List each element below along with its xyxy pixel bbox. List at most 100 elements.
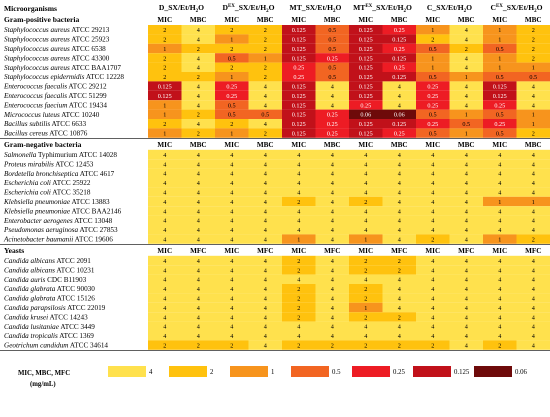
heat-cell bbox=[416, 90, 450, 101]
heat-cell bbox=[181, 215, 215, 225]
table-row: Escherichia coli ATCC 25922 4 4 4 4 4 4 4 4 4 4 4 4 bbox=[3, 178, 550, 188]
heat-cell bbox=[248, 128, 282, 138]
heat-cell bbox=[181, 312, 215, 322]
measure-label: MIC bbox=[358, 16, 373, 24]
cell-value: 1 bbox=[431, 65, 434, 72]
cell-value: 4 bbox=[230, 296, 233, 303]
organism-label: Enterococcus faecalis ATCC 29212 bbox=[3, 83, 107, 91]
cell-value: 4 bbox=[398, 190, 401, 197]
cell-value: 0.25 bbox=[293, 74, 304, 81]
heat-cell bbox=[483, 178, 517, 188]
measure-label: MBC bbox=[458, 16, 475, 24]
cell-value: 4 bbox=[163, 305, 166, 312]
cell-value: 0.25 bbox=[394, 27, 405, 34]
legend-label: 0.25 bbox=[393, 369, 405, 376]
cell-value: 1 bbox=[163, 46, 166, 53]
cell-value: 4 bbox=[398, 93, 401, 100]
heat-cell bbox=[282, 72, 316, 82]
heat-cell bbox=[215, 293, 249, 303]
cell-value: 4 bbox=[364, 227, 367, 234]
compound-header: MTEX_SX/Et/H2O bbox=[353, 3, 412, 14]
cell-value: 4 bbox=[197, 305, 200, 312]
heatmap-body: Gram-positive bacteria MIC MBC MIC MBC MIC MBC… bbox=[0, 15, 550, 351]
heat-cell bbox=[449, 331, 483, 341]
cell-value: 2 bbox=[532, 237, 535, 244]
organism-label: Staphylococcus aureus ATCC 43300 bbox=[4, 54, 110, 62]
measure-label: MBC bbox=[324, 141, 341, 149]
heat-cell bbox=[248, 62, 282, 72]
heat-cell bbox=[483, 196, 517, 207]
cell-value: 4 bbox=[532, 171, 535, 178]
legend-swatch bbox=[413, 366, 451, 377]
heat-cell bbox=[516, 234, 550, 244]
heat-cell bbox=[483, 53, 517, 63]
heat-cell bbox=[382, 168, 416, 178]
cell-value: 0.125 bbox=[359, 65, 373, 72]
heat-cell bbox=[248, 100, 282, 110]
cell-value: 2 bbox=[163, 343, 166, 350]
heat-cell bbox=[349, 255, 383, 266]
cell-value: 4 bbox=[398, 333, 401, 340]
cell-value: 4 bbox=[163, 267, 166, 274]
cell-value: 4 bbox=[197, 199, 200, 206]
table-row: Enterococcus faecium ATCC 19434 1 4 0.5 4 0.1… bbox=[3, 100, 550, 110]
table-row: Staphylococcus aureus ATCC 29213 2 4 2 2 0.12… bbox=[4, 25, 550, 35]
heat-cell bbox=[282, 34, 316, 44]
cell-value: 2 bbox=[197, 46, 200, 53]
heat-cell bbox=[382, 100, 416, 110]
heat-cell bbox=[516, 265, 550, 275]
compound-group-headers: D_SX/Et/H2O DEX_SX/Et/H2O MT_SX/Et/H2O MTEX… bbox=[159, 3, 543, 14]
table-row: Enterococcus faecalis ATCC 51299 0.125 4 0.… bbox=[3, 90, 550, 101]
cell-value: 4 bbox=[297, 324, 300, 331]
cell-value: 2 bbox=[264, 37, 267, 44]
heat-cell bbox=[181, 265, 215, 275]
heat-cell bbox=[416, 331, 450, 341]
heat-cell bbox=[248, 284, 282, 294]
cell-value: 4 bbox=[230, 305, 233, 312]
table-row: Pseudomonas aeruginosa ATCC 27853 4 4 4 4 4 4 4… bbox=[3, 225, 550, 235]
cell-value: 0.125 bbox=[359, 131, 373, 138]
measure-label: MFC bbox=[257, 247, 273, 255]
heat-cell bbox=[215, 274, 249, 284]
heat-cell bbox=[148, 225, 182, 235]
heat-cell bbox=[349, 109, 383, 119]
table-row: Acinetobacter baumanii ATCC 19606 4 4 4 4 1 4 1… bbox=[3, 234, 550, 244]
heat-cell bbox=[282, 43, 316, 54]
table-row: Escherichia coli ATCC 35218 4 4 4 4 4 4 4 4 4 4 4 4 bbox=[3, 187, 550, 197]
cell-value: 4 bbox=[331, 218, 334, 225]
heat-cell bbox=[148, 25, 182, 35]
cell-value: 4 bbox=[498, 152, 501, 159]
cell-value: 0.125 bbox=[392, 55, 406, 62]
cell-value: 4 bbox=[431, 199, 434, 206]
heat-cell bbox=[282, 206, 316, 216]
table-row: Klebsiella pneumoniae ATCC BAA2146 4 4 4 4 4 4… bbox=[3, 206, 550, 216]
heat-cell bbox=[315, 206, 349, 216]
cell-value: 0.25 bbox=[494, 102, 505, 109]
cell-value: 4 bbox=[230, 218, 233, 225]
heat-cell bbox=[148, 178, 182, 188]
cell-value: 0.5 bbox=[529, 74, 537, 81]
heat-cell bbox=[148, 159, 182, 169]
heat-cell bbox=[449, 196, 483, 207]
heat-cell bbox=[181, 119, 215, 129]
heat-cell bbox=[148, 119, 182, 129]
heat-cell bbox=[516, 119, 550, 129]
legend-swatch bbox=[169, 366, 207, 377]
cell-value: 1 bbox=[431, 55, 434, 62]
cell-value: 4 bbox=[331, 324, 334, 331]
heat-cell bbox=[282, 225, 316, 235]
heat-cell bbox=[248, 215, 282, 225]
cell-value: 0.5 bbox=[228, 102, 236, 109]
cell-value: 4 bbox=[398, 199, 401, 206]
cell-value: 4 bbox=[398, 305, 401, 312]
organism-label: Staphylococcus aureus ATCC BAA1707 bbox=[4, 64, 121, 72]
heat-cell bbox=[148, 265, 182, 275]
heat-cell bbox=[215, 81, 249, 91]
heat-cell bbox=[449, 62, 483, 72]
heat-cell bbox=[148, 187, 182, 197]
cell-value: 4 bbox=[465, 102, 468, 109]
cell-value: 4 bbox=[431, 161, 434, 168]
heat-cell bbox=[382, 149, 416, 160]
cell-value: 4 bbox=[431, 218, 434, 225]
cell-value: 4 bbox=[197, 314, 200, 321]
